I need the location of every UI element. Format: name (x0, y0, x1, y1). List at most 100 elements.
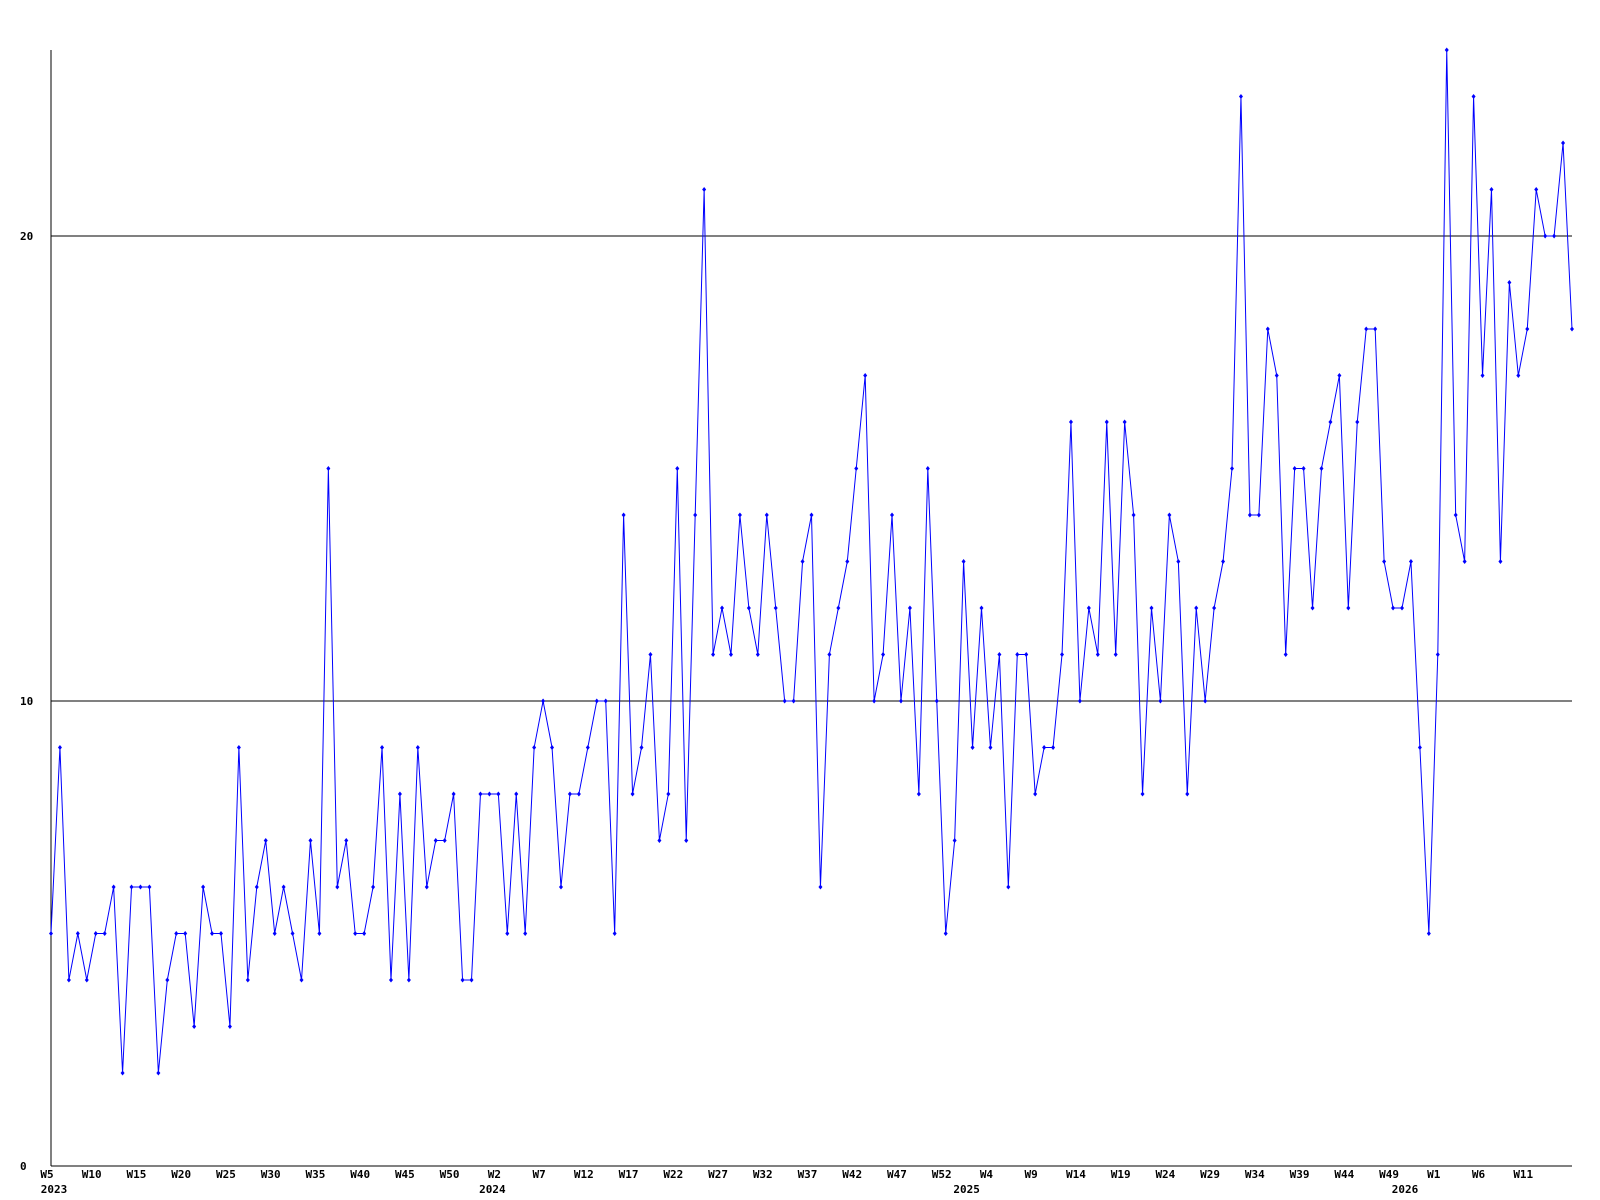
data-point (380, 745, 385, 750)
x-tick-label: W19 (1111, 1168, 1131, 1181)
data-point (675, 466, 680, 471)
data-point (147, 884, 152, 890)
x-tick-label: W47 (887, 1168, 907, 1181)
data-point (1238, 94, 1243, 99)
data-point (227, 1024, 232, 1029)
data-point (335, 884, 340, 890)
data-point (254, 884, 259, 890)
data-point (845, 559, 850, 564)
data-point (836, 605, 841, 611)
data-point (245, 977, 250, 983)
x-tick-label: W24 (1155, 1168, 1175, 1181)
data-point (478, 791, 483, 797)
x-year-label: 2025 (953, 1183, 980, 1196)
data-point (1489, 187, 1494, 192)
data-point (1435, 652, 1440, 657)
x-tick-label: W7 (532, 1168, 545, 1181)
data-point (576, 791, 581, 797)
data-point (433, 838, 438, 843)
data-point (66, 977, 71, 983)
data-point (1149, 605, 1154, 611)
x-tick-label: W25 (216, 1168, 236, 1181)
data-point (1068, 419, 1073, 425)
data-point (567, 791, 572, 797)
x-tick-label: W44 (1334, 1168, 1354, 1181)
data-point (1346, 605, 1351, 611)
data-point (1292, 466, 1297, 471)
data-point (746, 605, 751, 611)
data-point (49, 931, 53, 936)
x-tick-label: W35 (305, 1168, 325, 1181)
data-point (711, 652, 716, 657)
data-point (415, 745, 420, 750)
data-point (1185, 791, 1190, 797)
data-point (1453, 512, 1458, 518)
data-point (183, 931, 188, 936)
y-tick-label: 20 (20, 230, 33, 243)
x-tick-label: W5 (40, 1168, 53, 1181)
data-point (541, 698, 546, 704)
data-point (1212, 605, 1217, 611)
data-point (406, 977, 411, 983)
data-point (952, 838, 957, 843)
data-point (442, 838, 447, 843)
data-point (1301, 466, 1306, 471)
data-point (1230, 466, 1235, 471)
data-point (943, 931, 948, 936)
data-point (1113, 652, 1118, 657)
data-point (666, 791, 671, 797)
x-tick-label: W4 (980, 1168, 994, 1181)
data-point (308, 838, 313, 843)
x-tick-label: W2 (488, 1168, 501, 1181)
data-point (1221, 559, 1226, 564)
data-point (612, 931, 617, 936)
data-point (1060, 652, 1065, 657)
data-point (925, 466, 930, 471)
data-point (1006, 884, 1011, 890)
x-tick-label: W22 (663, 1168, 683, 1181)
data-point (693, 512, 698, 518)
data-point (1140, 791, 1145, 797)
data-point (854, 466, 859, 471)
data-point (1364, 326, 1369, 332)
data-point (684, 838, 689, 843)
data-point (218, 931, 223, 936)
y-tick-label: 10 (20, 695, 33, 708)
data-point (1077, 698, 1082, 704)
data-point (1328, 419, 1333, 425)
data-point (773, 605, 778, 611)
data-point (201, 884, 206, 890)
data-point (755, 652, 760, 657)
data-point (1194, 605, 1199, 611)
data-point (1408, 559, 1413, 564)
data-point (236, 745, 241, 750)
data-point (1337, 373, 1342, 378)
data-point (1256, 512, 1261, 518)
data-point (639, 745, 644, 750)
data-point (192, 1024, 197, 1029)
x-tick-label: W11 (1513, 1168, 1533, 1181)
data-point (872, 698, 877, 704)
data-point (997, 652, 1002, 657)
x-tick-label: W40 (350, 1168, 370, 1181)
data-point (397, 791, 402, 797)
data-point (809, 512, 814, 518)
x-tick-label: W50 (440, 1168, 460, 1181)
data-point (129, 884, 134, 890)
x-tick-label: W14 (1066, 1168, 1086, 1181)
data-point (1426, 931, 1431, 936)
data-point (371, 884, 376, 890)
data-point (1561, 140, 1566, 146)
data-point (1552, 233, 1557, 239)
data-point (326, 466, 331, 471)
data-point (702, 187, 707, 192)
data-point (1471, 94, 1476, 99)
x-tick-label: W27 (708, 1168, 728, 1181)
data-point (523, 931, 528, 936)
data-point (979, 605, 984, 611)
data-point (1283, 652, 1288, 657)
data-point (827, 652, 832, 657)
x-tick-label: W9 (1025, 1168, 1038, 1181)
data-point (353, 931, 358, 936)
data-point (630, 791, 635, 797)
